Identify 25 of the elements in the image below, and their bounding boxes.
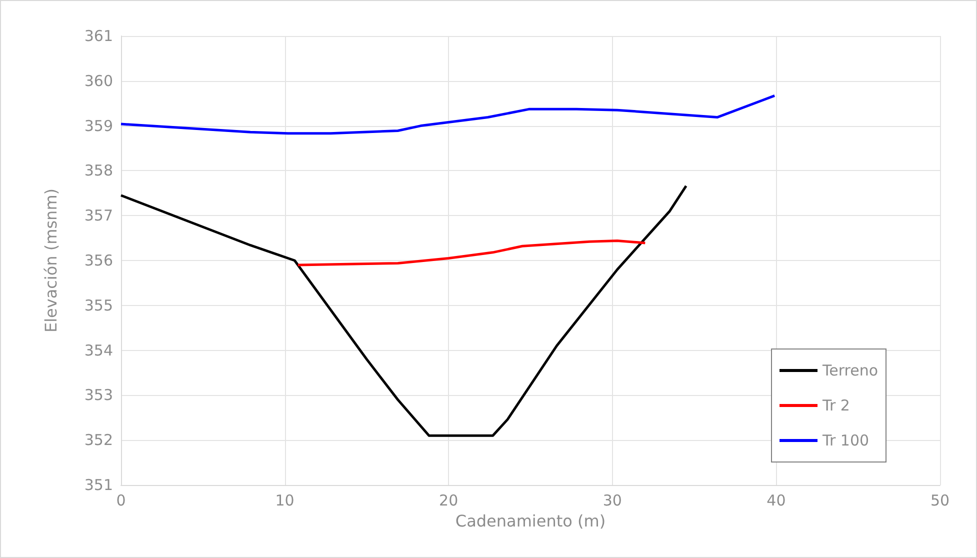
x-tick-label: 30 <box>602 492 622 510</box>
legend-label: Terreno <box>822 362 878 380</box>
y-tick-label: 358 <box>84 162 113 180</box>
x-tick-label: 50 <box>930 492 950 510</box>
x-tick-label: 0 <box>116 492 126 510</box>
line-series <box>296 239 646 266</box>
x-axis-title: Cadenamiento (m) <box>455 512 606 530</box>
y-tick-label: 352 <box>84 431 113 450</box>
legend-label: Tr 2 <box>822 396 850 414</box>
y-tick-label: 354 <box>84 341 113 360</box>
legend-label: Tr 100 <box>822 432 870 450</box>
y-tick-label: 357 <box>84 206 113 225</box>
x-tick-label: 20 <box>439 492 458 510</box>
y-tick-label: 351 <box>84 476 113 494</box>
line-series <box>120 94 776 135</box>
line-series <box>120 184 688 437</box>
y-tick-label: 353 <box>84 386 113 404</box>
y-tick-label: 359 <box>84 116 113 135</box>
y-tick-label: 356 <box>84 252 113 270</box>
y-tick-label: 355 <box>84 296 113 314</box>
y-axis-title: Elevación (msnm) <box>42 188 60 333</box>
x-tick-label: 10 <box>275 492 294 510</box>
y-tick-label: 361 <box>84 27 113 45</box>
y-tick-label: 360 <box>84 72 113 90</box>
x-tick-label: 40 <box>766 492 786 510</box>
